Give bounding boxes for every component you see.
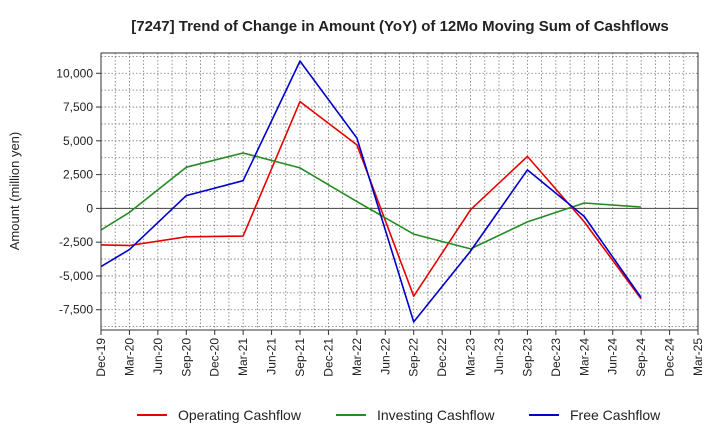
x-tick-label: Sep-20 [179, 338, 193, 377]
operating-cashflow-legend-label: Operating Cashflow [178, 407, 302, 423]
x-tick-label: Mar-21 [236, 338, 250, 376]
legend: Operating Cashflow Investing Cashflow Free… [137, 407, 661, 423]
operating-cashflow-line [100, 100, 642, 300]
x-tick-label: Mar-25 [691, 338, 705, 376]
y-tick-label: 0 [86, 201, 93, 215]
x-tick-label: Sep-23 [520, 338, 534, 377]
series-lines [100, 60, 642, 323]
y-axis-label: Amount (million yen) [7, 132, 22, 251]
y-axis-ticks: 10,000 7,500 5,000 2,500 0 -2,500 -5,000 -7,500 [56, 66, 101, 317]
x-tick-label: Dec-20 [208, 338, 222, 377]
x-tick-label: Sep-24 [634, 338, 648, 377]
free-cashflow-line [100, 60, 642, 323]
x-tick-label: Sep-21 [293, 338, 307, 377]
x-tick-label: Dec-24 [663, 338, 677, 377]
free-cashflow-legend-label: Free Cashflow [570, 407, 661, 423]
x-tick-label: Jun-20 [151, 338, 165, 375]
x-tick-label: Mar-23 [464, 338, 478, 376]
grid [100, 53, 699, 330]
y-tick-label: 2,500 [63, 168, 93, 182]
x-axis-ticks: Dec-19 Mar-20 Jun-20 Sep-20 Dec-20 Mar-21 Jun-… [94, 330, 705, 377]
y-tick-label: 5,000 [63, 134, 93, 148]
x-tick-label: Jun-21 [265, 338, 279, 375]
x-tick-label: Mar-22 [350, 338, 364, 376]
x-tick-label: Jun-22 [378, 338, 392, 375]
investing-cashflow-line [100, 152, 642, 250]
x-tick-label: Mar-20 [122, 338, 136, 376]
investing-cashflow-legend-label: Investing Cashflow [377, 407, 495, 423]
plot-frame [100, 52, 699, 331]
x-tick-label: Jun-24 [606, 338, 620, 375]
y-tick-label: -5,000 [59, 269, 93, 283]
x-tick-label: Dec-19 [94, 338, 108, 377]
x-tick-label: Sep-22 [407, 338, 421, 377]
x-tick-label: Dec-22 [435, 338, 449, 377]
x-tick-label: Mar-24 [577, 338, 591, 376]
y-tick-label: -7,500 [59, 303, 93, 317]
chart-title: [7247] Trend of Change in Amount (YoY) o… [131, 18, 669, 35]
x-tick-label: Dec-23 [549, 338, 563, 377]
y-tick-label: 7,500 [63, 100, 93, 114]
y-tick-label: 10,000 [56, 66, 93, 80]
x-tick-label: Jun-23 [492, 338, 506, 375]
x-tick-label: Dec-21 [321, 338, 335, 377]
y-tick-label: -2,500 [59, 235, 93, 249]
